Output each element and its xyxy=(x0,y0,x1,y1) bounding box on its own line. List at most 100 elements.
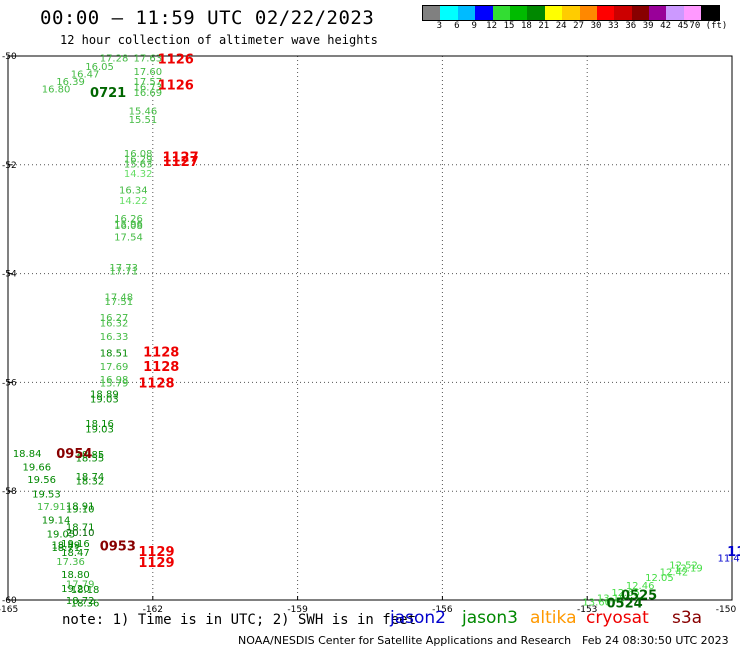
wave-height-value: 20.10 xyxy=(66,528,95,539)
scale-swatch xyxy=(666,6,684,20)
legend-note: note: 1) Time is in UTC; 2) SWH is in fe… xyxy=(62,612,417,628)
wave-height-value: 16.26 xyxy=(114,214,143,225)
wave-height-value: 17.28 xyxy=(100,54,129,65)
longitude-label: -165 xyxy=(0,605,18,615)
latitude-label: -50 xyxy=(2,52,17,62)
wave-height-value: 18.18 xyxy=(71,585,100,596)
latitude-label: -60 xyxy=(2,596,17,606)
longitude-label: -156 xyxy=(432,605,453,615)
latitude-label: -54 xyxy=(2,270,17,280)
wave-height-value: 12.46 xyxy=(626,581,655,592)
scale-label: 36 xyxy=(625,21,637,31)
wave-height-value: 17.57 xyxy=(133,77,162,88)
wave-height-value: 19.03 xyxy=(90,395,119,406)
scale-swatch xyxy=(440,6,458,20)
scale-label: 27 xyxy=(573,21,585,31)
observation-time-tag: 0954 xyxy=(56,447,92,462)
observation-time-tag: 1127 xyxy=(162,155,198,170)
scale-swatch xyxy=(649,6,667,20)
scale-swatch xyxy=(562,6,580,20)
wave-height-value: 16.32 xyxy=(100,319,129,330)
observation-time-tag: 0721 xyxy=(90,86,126,101)
wave-height-value: 16.69 xyxy=(133,88,162,99)
wave-height-value: 18.32 xyxy=(76,476,105,487)
wave-height-value: 16.08 xyxy=(114,221,143,232)
axis-labels: -50 -52 -54 -56 -58 -60-165 -162 -159 -156 -153 -1… xyxy=(0,52,736,615)
wave-height-value: 16.34 xyxy=(119,185,148,196)
longitude-label: -162 xyxy=(143,605,163,615)
credit-line: NOAA/NESDIS Center for Satellite Applica… xyxy=(238,634,572,647)
wave-height-value: 12.05 xyxy=(645,573,674,584)
wave-height-value: 19.05 xyxy=(47,530,76,541)
map-frame xyxy=(7,55,733,601)
wave-height-value: 19.20 xyxy=(61,584,90,595)
wave-height-value: 17.63 xyxy=(133,54,162,65)
wave-height-value: 17.73 xyxy=(109,263,138,274)
scale-swatch xyxy=(579,6,597,20)
wave-height-color-scale xyxy=(422,5,720,21)
observation-time-tag: 1127 xyxy=(162,151,198,166)
scale-label: 9 xyxy=(471,21,477,31)
wave-height-value: 19.14 xyxy=(42,515,71,526)
wave-height-value: 19.16 xyxy=(61,539,90,550)
scale-label: 24 xyxy=(555,21,567,31)
wave-height-value: 14.32 xyxy=(124,169,153,180)
observation-time-tag: 1128 xyxy=(138,376,174,391)
scale-swatch xyxy=(527,6,545,20)
scale-label: 33 xyxy=(607,21,619,31)
scale-swatch xyxy=(544,6,563,20)
longitude-label: -150 xyxy=(716,605,737,615)
page-subtitle: 12 hour collection of altimeter wave hei… xyxy=(60,33,378,47)
latitude-label: -56 xyxy=(2,378,17,388)
map-border xyxy=(7,55,733,601)
wave-height-value: 18.16 xyxy=(85,419,114,430)
wave-height-value: 17.36 xyxy=(56,557,85,568)
wave-height-value: 18.71 xyxy=(51,543,80,554)
wave-height-value: 18.89 xyxy=(90,389,119,400)
wave-height-value: 13.60 xyxy=(582,598,611,609)
wave-height-value: 19.03 xyxy=(85,425,114,436)
wave-height-value: 15.63 xyxy=(124,160,153,171)
wave-height-value: 17.69 xyxy=(100,362,129,373)
wave-height-value: 18.36 xyxy=(71,599,100,610)
scale-label: 6 xyxy=(454,21,460,31)
observation-time-tag: 0953 xyxy=(100,540,136,555)
wave-height-value: 17.48 xyxy=(105,292,134,303)
wave-height-value: 15.96 xyxy=(114,220,143,231)
wave-height-value: 19.56 xyxy=(27,475,56,486)
wave-height-value: 18.91 xyxy=(66,501,95,512)
wave-height-value: 18.89 xyxy=(51,541,80,552)
map-grid xyxy=(8,56,732,600)
wave-height-value: 17.79 xyxy=(66,580,95,591)
scale-label: 15 xyxy=(503,21,515,31)
scale-label: 39 xyxy=(642,21,654,31)
wave-height-value: 16.47 xyxy=(71,69,100,80)
scale-swatch xyxy=(492,6,510,20)
scale-label: 18 xyxy=(520,21,532,31)
scale-swatch xyxy=(596,6,615,20)
scale-swatch xyxy=(509,6,528,20)
scale-label: 42 xyxy=(660,21,672,31)
observation-time-tag: 0524 xyxy=(607,597,643,612)
wave-height-value: 16.33 xyxy=(100,332,129,343)
wave-height-value: 18.47 xyxy=(61,548,90,559)
wave-height-value: 17.54 xyxy=(114,233,143,244)
wave-height-value: 18.80 xyxy=(61,570,90,581)
scale-swatch xyxy=(475,6,493,20)
observation-time-tag: 1128 xyxy=(143,360,179,375)
satellite-legend-cryosat: cryosat xyxy=(586,608,649,628)
observation-time-tag: 1129 xyxy=(138,545,174,560)
wave-height-value: 18.71 xyxy=(66,523,95,534)
scale-swatch xyxy=(457,6,476,20)
scale-label: 3 xyxy=(436,21,443,31)
latitude-label: -52 xyxy=(2,161,17,171)
satellite-legend-jason2: jason2 xyxy=(390,608,446,628)
wave-height-value: 15.79 xyxy=(100,378,129,389)
observation-time-tag: 11 xyxy=(727,545,740,560)
scale-swatch xyxy=(614,6,632,20)
satellite-legend-jason3: jason3 xyxy=(462,608,518,628)
wave-height-value: 13.18 xyxy=(597,593,626,604)
wave-height-value: 12.52 xyxy=(669,561,698,572)
